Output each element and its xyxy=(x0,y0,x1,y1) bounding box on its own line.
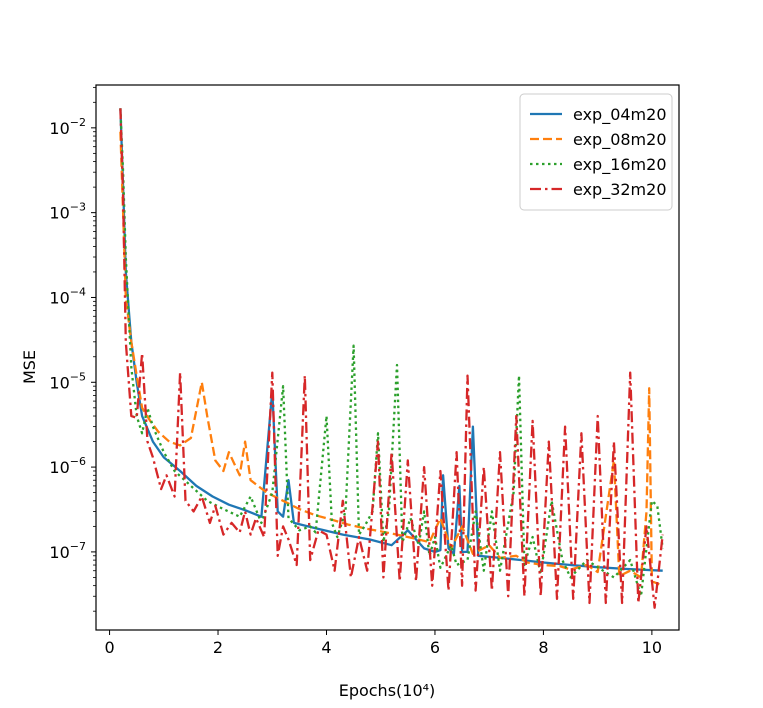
plot-frame xyxy=(95,84,680,631)
x-axis-label: Epochs(10⁴) xyxy=(339,681,436,700)
x-tick-label: 4 xyxy=(321,638,331,657)
series-layer xyxy=(119,108,664,609)
y-tick-label: 10−5 xyxy=(49,370,86,392)
y-tick-label: 10−4 xyxy=(49,285,86,307)
y-tick-label: 10−6 xyxy=(49,455,86,477)
x-tick-label: 6 xyxy=(430,638,440,657)
legend: exp_04m20 exp_08m20 exp_16m20 exp_32m20 xyxy=(519,93,673,211)
x-axis: 0 2 4 6 8 10 xyxy=(104,630,662,657)
x-tick-label: 2 xyxy=(213,638,223,657)
y-tick-label: 10−2 xyxy=(49,116,86,138)
legend-label-exp_08m20: exp_08m20 xyxy=(573,130,667,150)
y-tick-label: 10−3 xyxy=(49,201,86,223)
series-line-exp_04m20 xyxy=(119,108,663,572)
x-tick-label: 0 xyxy=(104,638,114,657)
y-axis: 10−7 10−6 10−5 10−4 10−3 10−2 xyxy=(49,86,96,612)
series-line-exp_32m20 xyxy=(119,108,664,609)
y-tick-label: 10−7 xyxy=(49,540,86,562)
legend-label-exp_16m20: exp_16m20 xyxy=(573,155,667,175)
x-tick-label: 8 xyxy=(538,638,548,657)
legend-label-exp_32m20: exp_32m20 xyxy=(573,180,667,200)
y-axis-label: MSE xyxy=(20,350,39,384)
x-tick-label: 10 xyxy=(642,638,662,657)
legend-label-exp_04m20: exp_04m20 xyxy=(573,105,667,125)
legend-frame xyxy=(519,93,673,211)
